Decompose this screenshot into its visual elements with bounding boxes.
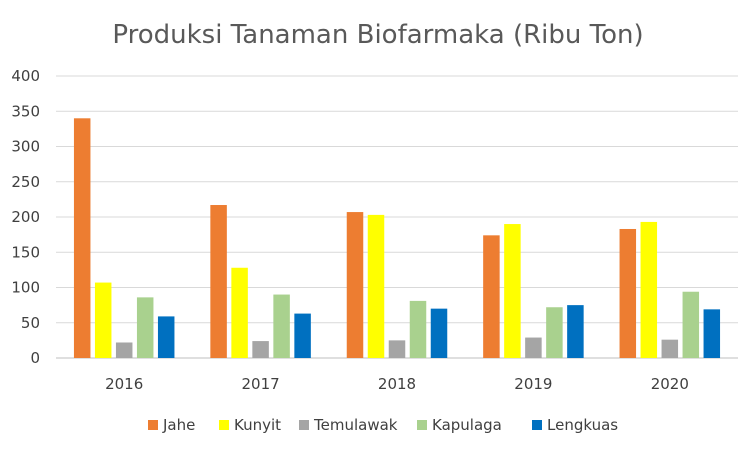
bar-jahe-2016 (73, 118, 91, 358)
legend-swatch-kunyit (219, 420, 229, 430)
bar-kunyit-2020 (640, 221, 658, 358)
y-tick-label: 200 (11, 208, 40, 226)
legend-label-lengkuas: Lengkuas (547, 416, 618, 434)
x-tick-label: 2016 (105, 375, 143, 393)
bar-temulawak-2019 (525, 337, 542, 358)
x-axis-ticks: 2016 2017 2018 2019 2020 (105, 375, 689, 393)
chart-title: Produksi Tanaman Biofarmaka (Ribu Ton) (112, 20, 643, 50)
legend-label-kapulaga: Kapulaga (432, 416, 502, 434)
y-axis-ticks: 0 50 100 150 200 250 300 350 400 (11, 67, 40, 367)
y-tick-label: 150 (11, 243, 40, 261)
bar-kunyit-2017 (231, 267, 248, 358)
bar-lengkuas-2018 (430, 308, 448, 358)
bar-lengkuas-2017 (294, 313, 311, 358)
bar-temulawak-2018 (388, 340, 406, 358)
bar-temulawak-2017 (252, 341, 269, 358)
bar-kapulaga-2018 (409, 300, 427, 358)
legend-label-jahe: Jahe (162, 416, 195, 434)
bar-kapulaga-2020 (682, 291, 700, 358)
bar-lengkuas-2020 (703, 309, 721, 358)
bars (73, 118, 721, 358)
bar-kunyit-2019 (504, 224, 521, 358)
legend-label-temulawak: Temulawak (313, 416, 398, 434)
x-tick-label: 2020 (651, 375, 689, 393)
bar-temulawak-2016 (115, 342, 133, 358)
bar-jahe-2018 (346, 212, 364, 358)
y-tick-label: 400 (11, 67, 40, 85)
legend-swatch-temulawak (299, 420, 309, 430)
x-tick-label: 2018 (378, 375, 416, 393)
legend: Jahe Kunyit Temulawak Kapulaga Lengkuas (148, 416, 618, 434)
y-tick-label: 350 (11, 102, 40, 120)
y-tick-label: 50 (21, 314, 40, 332)
legend-swatch-jahe (148, 420, 158, 430)
bar-kunyit-2018 (367, 214, 385, 358)
y-tick-label: 250 (11, 173, 40, 191)
bar-jahe-2020 (619, 228, 637, 358)
x-tick-label: 2019 (514, 375, 552, 393)
y-tick-label: 100 (11, 279, 40, 297)
bar-temulawak-2020 (661, 339, 679, 358)
bar-jahe-2019 (483, 235, 500, 358)
legend-swatch-lengkuas (532, 420, 542, 430)
bar-kapulaga-2017 (273, 294, 290, 358)
y-tick-label: 300 (11, 138, 40, 156)
bar-lengkuas-2019 (567, 305, 584, 358)
legend-swatch-kapulaga (417, 420, 427, 430)
y-tick-label: 0 (30, 349, 40, 367)
bar-kapulaga-2019 (546, 307, 563, 358)
bar-kapulaga-2016 (136, 297, 154, 358)
x-tick-label: 2017 (242, 375, 280, 393)
bar-jahe-2017 (210, 205, 227, 358)
bar-kunyit-2016 (94, 282, 112, 358)
legend-label-kunyit: Kunyit (234, 416, 281, 434)
bar-lengkuas-2016 (157, 316, 175, 358)
